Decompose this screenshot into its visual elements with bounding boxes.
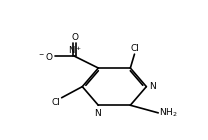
Text: N$^+$: N$^+$ xyxy=(68,44,82,56)
Text: N: N xyxy=(150,82,156,91)
Text: $^-$O: $^-$O xyxy=(37,51,54,62)
Text: N: N xyxy=(94,109,101,118)
Text: O: O xyxy=(71,33,78,42)
Text: NH$_2$: NH$_2$ xyxy=(159,107,177,119)
Text: Cl: Cl xyxy=(52,98,61,107)
Text: Cl: Cl xyxy=(130,44,139,53)
